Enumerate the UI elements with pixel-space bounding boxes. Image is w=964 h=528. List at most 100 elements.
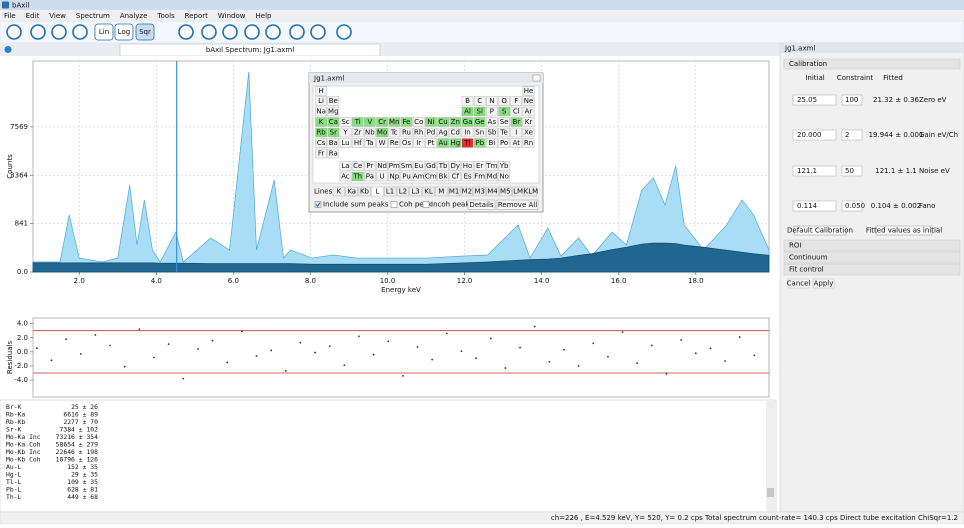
- line-button[interactable]: [486, 186, 499, 197]
- element-button[interactable]: [449, 171, 462, 182]
- element-button[interactable]: [425, 117, 437, 127]
- element-symbol[interactable]: Sr: [330, 129, 337, 137]
- element-symbol[interactable]: Lu: [341, 139, 349, 147]
- menu-item[interactable]: File: [4, 12, 16, 20]
- element-symbol[interactable]: Fm: [474, 173, 485, 181]
- element-button[interactable]: [522, 138, 535, 148]
- panel-button-label[interactable]: Fitted values as initial: [866, 227, 942, 235]
- element-button[interactable]: [510, 117, 523, 127]
- element-symbol[interactable]: Pt: [427, 139, 434, 147]
- panel-button-label[interactable]: Default Calibration: [787, 227, 853, 235]
- menu-item[interactable]: View: [49, 12, 66, 20]
- element-symbol[interactable]: H: [318, 87, 323, 95]
- element-symbol[interactable]: Cs: [317, 139, 326, 147]
- line-label[interactable]: M5: [500, 188, 511, 196]
- element-button[interactable]: [473, 117, 486, 127]
- element-symbol[interactable]: Li: [318, 97, 324, 105]
- toolbar-icon[interactable]: [178, 24, 194, 40]
- element-symbol[interactable]: Te: [499, 129, 507, 137]
- element-symbol[interactable]: Ra: [329, 150, 338, 158]
- element-symbol[interactable]: Br: [512, 118, 520, 126]
- line-button[interactable]: [345, 186, 358, 197]
- element-symbol[interactable]: Bi: [489, 139, 496, 147]
- element-button[interactable]: [425, 171, 437, 182]
- constraint-value[interactable]: 50: [845, 167, 854, 175]
- element-button[interactable]: [315, 106, 327, 117]
- element-button[interactable]: [498, 127, 510, 138]
- element-symbol[interactable]: Pb: [475, 139, 484, 147]
- element-symbol[interactable]: O: [501, 97, 507, 105]
- toolbar-icon[interactable]: [222, 24, 238, 40]
- element-symbol[interactable]: Fr: [318, 150, 325, 158]
- element-button[interactable]: [437, 138, 449, 148]
- tab-title[interactable]: bAxil Spectrum: Jg1.axml: [206, 46, 294, 54]
- element-button[interactable]: [315, 117, 327, 127]
- element-symbol[interactable]: Rh: [414, 129, 423, 137]
- element-symbol[interactable]: Be: [329, 97, 338, 105]
- element-button[interactable]: [388, 161, 401, 171]
- toolbar-label[interactable]: Lin: [99, 28, 109, 36]
- line-label[interactable]: M: [438, 188, 444, 196]
- element-button[interactable]: [473, 138, 486, 148]
- scrollbar[interactable]: [766, 400, 775, 512]
- action-button[interactable]: [787, 278, 810, 289]
- element-symbol[interactable]: Cr: [378, 118, 386, 126]
- element-button[interactable]: [425, 161, 437, 171]
- element-symbol[interactable]: Fe: [403, 118, 411, 126]
- element-symbol[interactable]: Tl: [463, 139, 470, 147]
- element-symbol[interactable]: Sm: [401, 162, 412, 170]
- line-label[interactable]: L: [375, 188, 379, 196]
- panel-button[interactable]: [793, 225, 847, 236]
- toolbar-icon[interactable]: [72, 24, 88, 40]
- section-title[interactable]: Fit control: [789, 266, 824, 274]
- element-button[interactable]: [339, 138, 352, 148]
- constraint-input[interactable]: [841, 200, 863, 212]
- element-button[interactable]: [486, 138, 498, 148]
- element-button[interactable]: [522, 96, 535, 106]
- initial-input[interactable]: [792, 200, 837, 212]
- toolbar-label[interactable]: Sqr: [139, 28, 151, 36]
- element-symbol[interactable]: Cf: [452, 173, 460, 181]
- element-symbol[interactable]: Am: [413, 173, 425, 181]
- element-button[interactable]: [498, 96, 510, 106]
- element-symbol[interactable]: Ar: [525, 108, 533, 116]
- element-symbol[interactable]: Es: [463, 173, 471, 181]
- element-button[interactable]: [461, 138, 474, 148]
- element-button[interactable]: [376, 117, 388, 127]
- element-button[interactable]: [437, 127, 449, 138]
- toolbar-icon[interactable]: [201, 24, 217, 40]
- initial-value[interactable]: 0.114: [797, 202, 818, 210]
- element-symbol[interactable]: Tb: [438, 162, 448, 170]
- element-symbol[interactable]: Ce: [353, 162, 362, 170]
- element-button[interactable]: [522, 106, 535, 117]
- element-button[interactable]: [437, 117, 449, 127]
- element-button[interactable]: [498, 117, 510, 127]
- element-symbol[interactable]: V: [368, 118, 373, 126]
- dialog-button-label[interactable]: Remove All: [498, 201, 537, 209]
- element-button[interactable]: [364, 127, 376, 138]
- element-symbol[interactable]: Ac: [341, 173, 350, 181]
- element-button[interactable]: [315, 148, 327, 159]
- line-label[interactable]: M3: [474, 188, 485, 196]
- menu-item[interactable]: Spectrum: [76, 12, 110, 20]
- line-label[interactable]: M1: [449, 188, 460, 196]
- element-button[interactable]: [412, 161, 425, 171]
- section-title[interactable]: Calibration: [789, 60, 827, 68]
- element-symbol[interactable]: Zr: [354, 129, 362, 137]
- element-button[interactable]: [388, 138, 401, 148]
- element-button[interactable]: [400, 127, 413, 138]
- element-symbol[interactable]: Yb: [499, 162, 509, 170]
- constraint-input[interactable]: [841, 94, 863, 106]
- element-button[interactable]: [461, 106, 474, 117]
- toolbar-icon[interactable]: [30, 24, 46, 40]
- element-button[interactable]: [461, 96, 474, 106]
- element-button[interactable]: [461, 117, 474, 127]
- line-label[interactable]: Kb: [360, 188, 370, 196]
- element-button[interactable]: [522, 86, 535, 96]
- element-symbol[interactable]: P: [490, 108, 494, 116]
- element-symbol[interactable]: Cu: [438, 118, 447, 126]
- element-symbol[interactable]: Ti: [354, 118, 361, 126]
- element-symbol[interactable]: Md: [487, 173, 497, 181]
- element-symbol[interactable]: F: [514, 97, 518, 105]
- dialog-button-label[interactable]: Details: [469, 201, 494, 209]
